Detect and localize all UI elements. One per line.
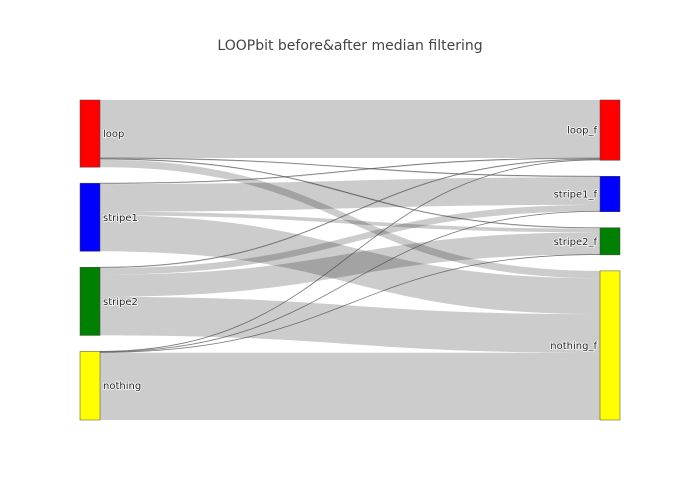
node-label-stripe1: stripe1 <box>103 213 138 224</box>
node-nothing_f[interactable] <box>599 270 621 421</box>
link-edge-nothing-to-stripe2_f <box>99 254 601 353</box>
node-stripe1[interactable] <box>79 182 101 252</box>
node-label-nothing_f: nothing_f <box>550 341 597 352</box>
node-label-loop: loop <box>103 129 124 140</box>
node-stripe2_f[interactable] <box>599 227 621 256</box>
link-nothing-to-nothing_f[interactable] <box>100 352 600 420</box>
link-stripe1-to-nothing_f[interactable] <box>100 215 600 315</box>
node-label-stripe2: stripe2 <box>103 297 138 308</box>
node-layer <box>79 99 621 421</box>
node-stripe2[interactable] <box>79 267 101 336</box>
link-stripe1-to-loop_f[interactable] <box>100 157 600 185</box>
link-edge-nothing-to-stripe1_f <box>99 210 601 353</box>
node-label-loop_f: loop_f <box>567 126 597 137</box>
node-stripe1_f[interactable] <box>599 176 621 212</box>
link-stripe2-to-stripe1_f[interactable] <box>100 204 600 275</box>
link-layer <box>99 100 601 420</box>
link-stripe1-to-stripe2_f[interactable] <box>100 211 600 233</box>
link-edge-loop-to-stripe2_f <box>99 158 601 229</box>
link-edge-loop-to-stripe1_f <box>99 157 601 177</box>
link-edge-stripe1-to-loop_f <box>99 157 601 184</box>
link-edge-nothing-to-loop_f <box>99 159 601 352</box>
link-stripe1-to-stripe1_f[interactable] <box>100 177 600 212</box>
link-stripe2-to-nothing_f[interactable] <box>100 296 600 353</box>
link-loop-to-stripe1_f[interactable] <box>100 157 600 178</box>
link-loop-to-nothing_f[interactable] <box>100 159 600 279</box>
chart-title: LOOPbit before&after median filtering <box>217 38 482 54</box>
node-loop[interactable] <box>79 99 101 168</box>
node-label-stripe2_f: stripe2_f <box>554 237 598 248</box>
link-stripe2-to-loop_f[interactable] <box>100 158 600 269</box>
node-loop_f[interactable] <box>599 99 621 161</box>
node-label-nothing: nothing <box>103 381 141 392</box>
link-loop-to-stripe2_f[interactable] <box>100 158 600 229</box>
link-loop-to-loop_f[interactable] <box>100 100 600 158</box>
link-edge-stripe2-to-loop_f <box>99 158 601 268</box>
node-label-stripe1_f: stripe1_f <box>554 190 598 201</box>
node-nothing[interactable] <box>79 351 101 421</box>
link-stripe2-to-stripe2_f[interactable] <box>100 232 600 297</box>
label-layer: loop stripe1 stripe2 nothing loop_f stripe1_f… <box>102 125 598 393</box>
